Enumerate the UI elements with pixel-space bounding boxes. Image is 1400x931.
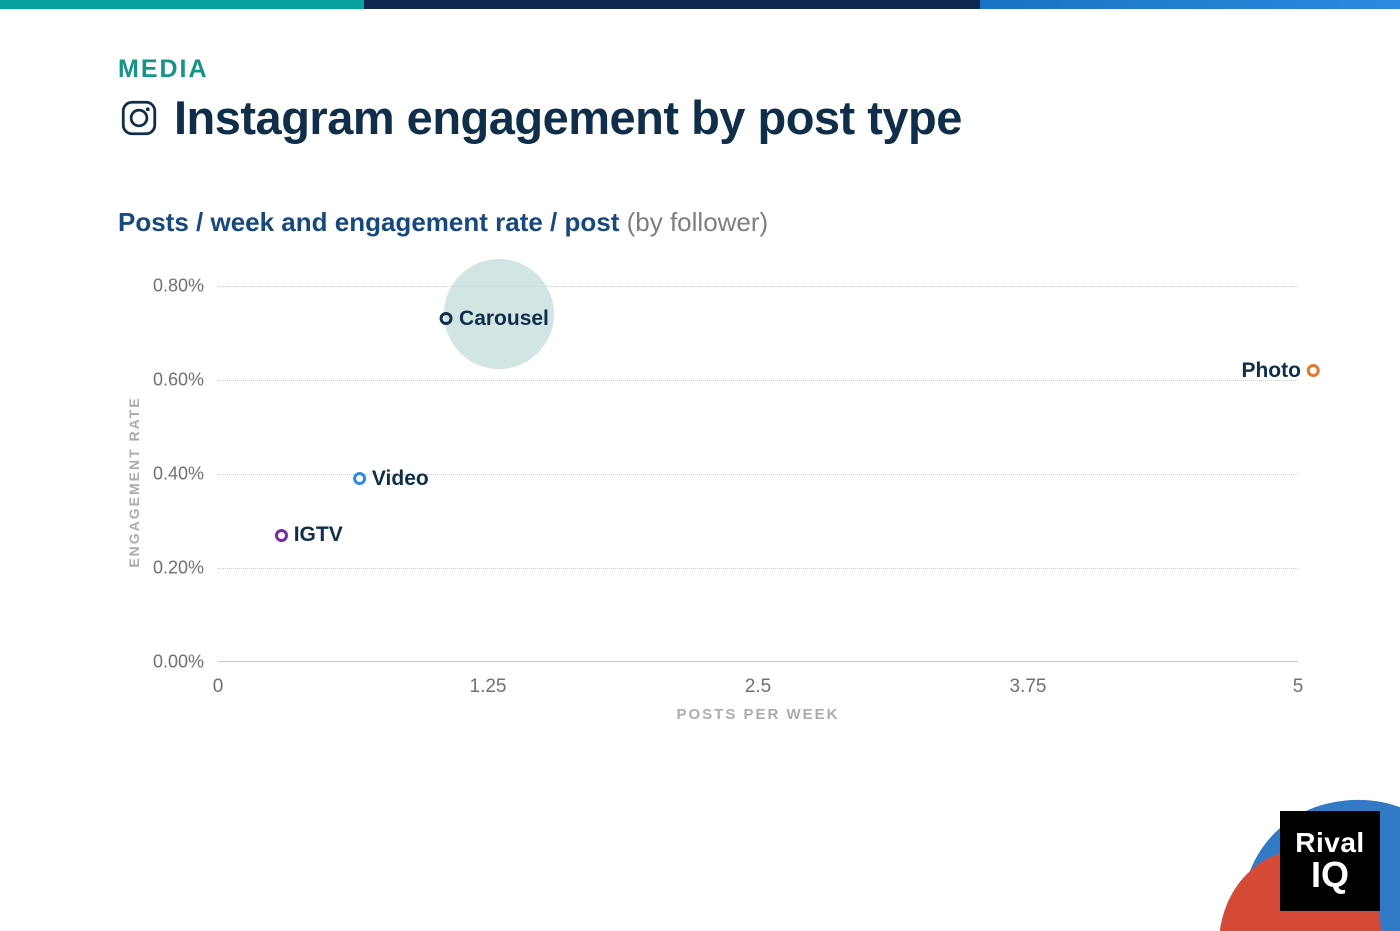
- x-axis-line: [218, 661, 1298, 662]
- y-tick-label: 0.00%: [153, 652, 204, 673]
- top-accent-bar: [0, 0, 1400, 9]
- y-tick-label: 0.40%: [153, 464, 204, 485]
- logo-line-1: Rival: [1295, 829, 1364, 857]
- y-tick-label: 0.60%: [153, 370, 204, 391]
- data-point-video: Video: [353, 467, 429, 491]
- scatter-chart: ENGAGEMENT RATE POSTS PER WEEK 0.00% 0.20…: [118, 286, 1318, 746]
- y-axis-title: ENGAGEMENT RATE: [126, 396, 142, 567]
- point-label: Video: [372, 467, 429, 491]
- data-point-photo: Photo: [1241, 359, 1319, 383]
- data-point-carousel: Carousel: [440, 307, 549, 331]
- instagram-icon: [118, 97, 160, 139]
- logo-line-2: IQ: [1311, 857, 1349, 893]
- y-tick-label: 0.20%: [153, 558, 204, 579]
- subtitle-light: (by follower): [627, 207, 769, 237]
- point-label: IGTV: [294, 523, 343, 547]
- x-tick-label: 5: [1293, 676, 1304, 698]
- x-tick-label: 2.5: [745, 676, 771, 698]
- plot-area: ENGAGEMENT RATE POSTS PER WEEK 0.00%0.20…: [218, 286, 1298, 662]
- subtitle-bold: Posts / week and engagement rate / post: [118, 207, 619, 237]
- data-point-igtv: IGTV: [275, 523, 343, 547]
- page-title: Instagram engagement by post type: [174, 90, 962, 145]
- y-gridline: [218, 286, 1298, 287]
- marker-ring: [1307, 364, 1320, 377]
- marker-ring: [275, 529, 288, 542]
- title-row: Instagram engagement by post type: [118, 90, 1318, 145]
- x-tick-label: 0: [213, 676, 224, 698]
- y-gridline: [218, 568, 1298, 569]
- x-tick-label: 3.75: [1010, 676, 1047, 698]
- y-gridline: [218, 380, 1298, 381]
- marker-ring: [353, 472, 366, 485]
- point-label: Carousel: [459, 307, 549, 331]
- decor-blob-red: [1206, 838, 1393, 931]
- eyebrow-label: MEDIA: [118, 55, 1318, 84]
- page-content: MEDIA Instagram engagement by post type …: [0, 9, 1400, 931]
- chart-subtitle: Posts / week and engagement rate / post …: [118, 207, 1318, 238]
- rivaliq-logo: Rival IQ: [1280, 811, 1380, 911]
- x-tick-label: 1.25: [470, 676, 507, 698]
- brand-corner: Rival IQ: [1140, 731, 1400, 931]
- point-label: Photo: [1241, 359, 1300, 383]
- marker-ring: [440, 312, 453, 325]
- x-axis-title: POSTS PER WEEK: [676, 706, 839, 723]
- decor-blob-blue: [1218, 776, 1400, 931]
- y-tick-label: 0.80%: [153, 276, 204, 297]
